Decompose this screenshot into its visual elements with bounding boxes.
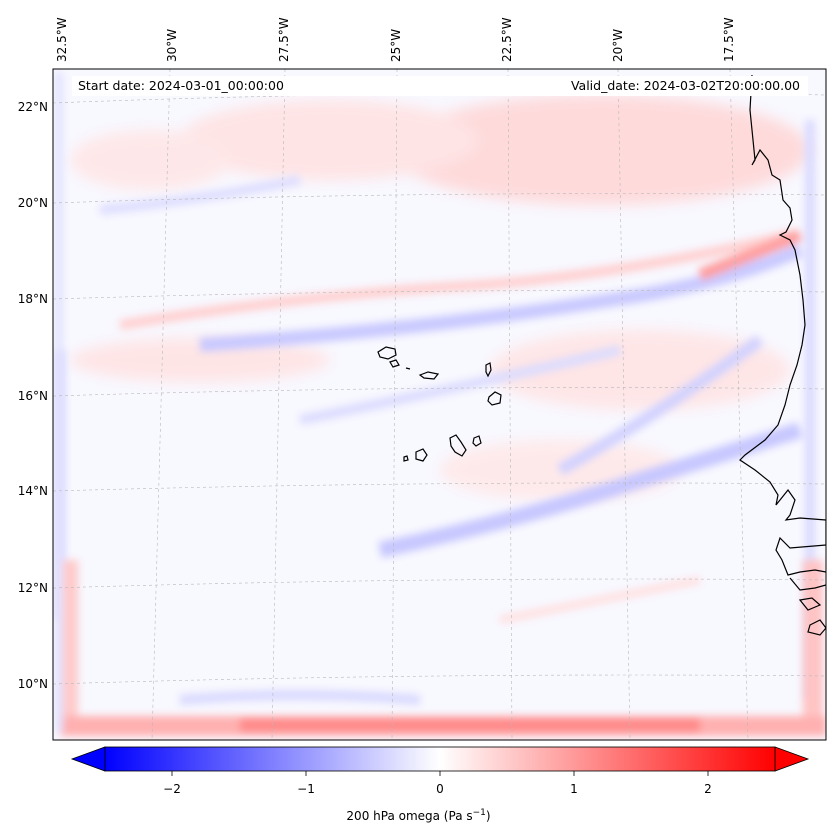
island-brava bbox=[403, 455, 409, 462]
omega-field bbox=[53, 69, 826, 740]
coastline-west-africa bbox=[739, 74, 826, 636]
island-boa-vista bbox=[487, 391, 502, 406]
lon-label: 25°W bbox=[389, 28, 403, 62]
map-frame bbox=[52, 68, 827, 741]
lat-label: 20°N bbox=[17, 196, 48, 210]
colorbar-tick-label: −2 bbox=[163, 782, 181, 796]
island-fogo bbox=[415, 448, 428, 462]
lon-label: 27.5°W bbox=[277, 17, 291, 62]
lon-label: 30°W bbox=[165, 28, 179, 62]
valid-date-label: Valid_date: 2024-03-02T20:00:00.00 bbox=[570, 78, 800, 93]
omega-negative-edge bbox=[55, 72, 63, 732]
colorbar-tick-label: 0 bbox=[436, 782, 444, 796]
island-sao-vicente bbox=[389, 359, 400, 368]
colorbar-tick-label: 1 bbox=[570, 782, 578, 796]
omega-positive-area bbox=[180, 100, 480, 180]
start-date-label: Start date: 2024-03-01_00:00:00 bbox=[78, 78, 284, 93]
lon-label: 22.5°W bbox=[500, 17, 514, 62]
omega-positive-edge bbox=[60, 560, 78, 720]
island-santo-antao bbox=[377, 346, 397, 360]
island-sao-nicolau bbox=[418, 371, 440, 380]
lat-label: 12°N bbox=[17, 581, 48, 595]
date-info-bar: Start date: 2024-03-01_00:00:00 Valid_da… bbox=[72, 76, 808, 96]
lat-label: 14°N bbox=[17, 484, 48, 498]
omega-negative-band bbox=[557, 335, 764, 476]
omega-positive-area bbox=[70, 338, 330, 382]
colorbar-title-text: 200 hPa omega (Pa s bbox=[346, 809, 473, 823]
omega-positive-band bbox=[119, 230, 792, 330]
lon-label: 20°W bbox=[611, 28, 625, 62]
lat-label: 22°N bbox=[17, 100, 48, 114]
island-sal bbox=[485, 362, 492, 378]
omega-positive-edge bbox=[240, 718, 700, 732]
colorbar-ticks bbox=[171, 771, 709, 776]
omega-negative-band bbox=[179, 690, 421, 705]
lon-label: 32.5°W bbox=[55, 17, 69, 62]
omega-positive-area bbox=[390, 95, 810, 205]
island-santiago bbox=[449, 434, 467, 457]
colorbar-gradient bbox=[104, 746, 776, 772]
omega-positive-area bbox=[70, 130, 230, 190]
colorbar-tick-label: 2 bbox=[704, 782, 712, 796]
island-maio bbox=[472, 435, 482, 447]
colorbar-extend-min bbox=[70, 746, 106, 772]
colorbar-title-end: ) bbox=[485, 809, 491, 823]
colorbar bbox=[70, 746, 810, 776]
colorbar-extend-max bbox=[774, 746, 810, 772]
cape-verde-islands bbox=[377, 346, 502, 462]
colorbar-title: 200 hPa omega (Pa s−1) bbox=[0, 808, 837, 823]
omega-negative-band bbox=[299, 345, 622, 425]
lat-label: 16°N bbox=[17, 389, 48, 403]
omega-positive-band bbox=[499, 576, 701, 624]
omega-positive-area bbox=[490, 330, 790, 410]
graticule bbox=[53, 69, 826, 740]
omega-negative-band bbox=[99, 175, 301, 215]
lat-label: 18°N bbox=[17, 292, 48, 306]
colorbar-tick-label: −1 bbox=[297, 782, 315, 796]
lat-label: 10°N bbox=[17, 677, 48, 691]
island-santa-luzia bbox=[405, 367, 411, 370]
omega-negative-band bbox=[378, 422, 803, 558]
lon-label: 17.5°W bbox=[722, 17, 736, 62]
colorbar-title-exponent: −1 bbox=[472, 808, 486, 818]
omega-positive-edge bbox=[803, 560, 823, 720]
